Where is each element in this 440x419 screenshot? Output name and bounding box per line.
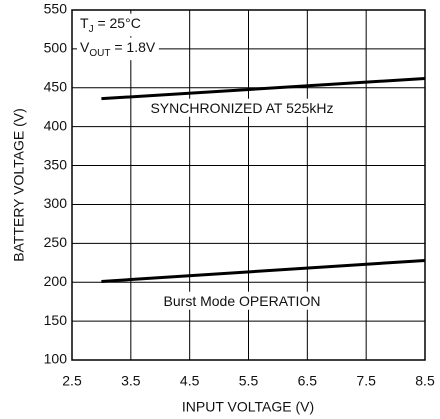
annotation-part: = 1.8V [110, 39, 155, 55]
y-tick-label: 550 [44, 1, 68, 17]
x-axis-label: INPUT VOLTAGE (V) [182, 399, 314, 415]
x-tick-label: 4.5 [180, 373, 200, 389]
annotation-bg [77, 13, 144, 37]
annotation-bg [160, 291, 324, 310]
y-tick-label: 300 [44, 195, 68, 211]
x-tick-label: 7.5 [356, 373, 376, 389]
annotation-part: OUT [89, 48, 110, 59]
x-tick-label: 8.5 [415, 373, 435, 389]
data-line [101, 258, 426, 283]
annotation: VOUT = 1.8V [80, 39, 156, 59]
annotation-part: V [80, 39, 90, 55]
x-tick-label: 6.5 [298, 373, 318, 389]
annotation-part: = 25°C [94, 15, 141, 31]
x-tick-label: 2.5 [62, 373, 82, 389]
y-tick-label: 150 [44, 312, 68, 328]
data-line [101, 76, 426, 101]
annotation: TJ = 25°C [80, 15, 141, 35]
annotation-part: T [80, 15, 89, 31]
annotation-part: J [89, 24, 94, 35]
x-tick-label: 5.5 [239, 373, 259, 389]
annotation-bg [147, 98, 337, 117]
x-tick-label: 3.5 [121, 373, 141, 389]
annotation: Burst Mode OPERATION [164, 293, 321, 309]
y-tick-label: 350 [44, 156, 68, 172]
y-tick-label: 500 [44, 40, 68, 56]
y-tick-label: 100 [44, 351, 68, 367]
plot-frame [71, 9, 426, 361]
annotation-bg [77, 37, 159, 61]
y-tick-label: 200 [44, 273, 68, 289]
y-tick-label: 250 [44, 234, 68, 250]
y-tick-label: 400 [44, 117, 68, 133]
annotation-part: Burst Mode OPERATION [164, 293, 321, 309]
y-axis-label: BATTERY VOLTAGE (V) [11, 108, 27, 262]
y-tick-label: 450 [44, 78, 68, 94]
annotation: SYNCHRONIZED AT 525kHz [150, 100, 333, 116]
annotation-part: SYNCHRONIZED AT 525kHz [150, 100, 333, 116]
